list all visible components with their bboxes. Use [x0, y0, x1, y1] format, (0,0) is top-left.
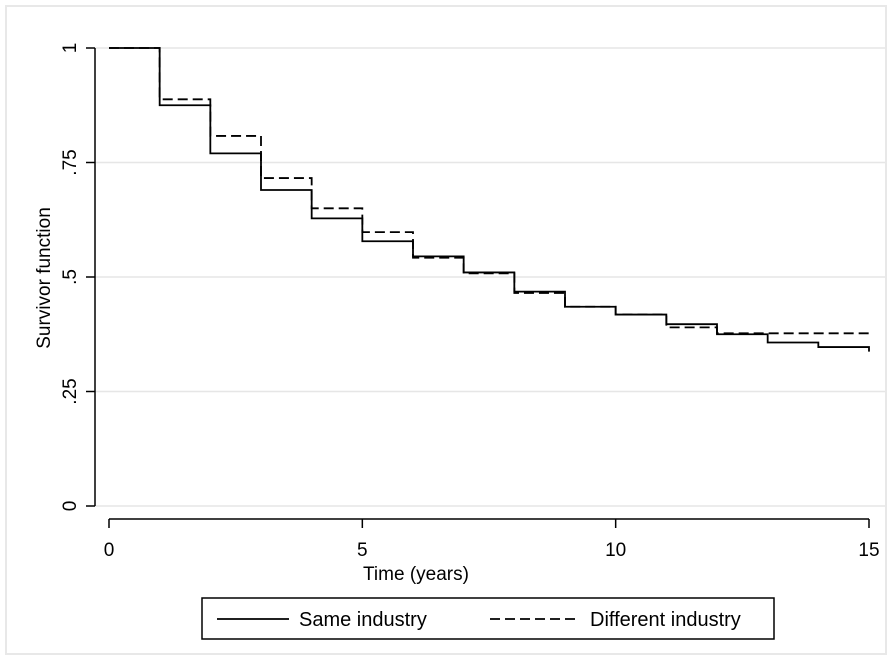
y-tick-label: 0	[60, 501, 81, 512]
legend-box	[201, 597, 775, 640]
y-tick-label: .5	[60, 269, 81, 285]
y-axis-title: Survivor function	[34, 207, 55, 349]
axes	[86, 47, 870, 528]
x-tick-label: 10	[605, 540, 626, 561]
grid-lines	[95, 47, 885, 507]
series-lines	[109, 47, 870, 352]
y-tick-label: .25	[60, 378, 81, 404]
series-line-different-industry	[109, 47, 869, 335]
legend: Same industry Different industry	[201, 597, 775, 640]
x-axis-title: Time (years)	[363, 564, 469, 585]
x-tick-label: 0	[104, 540, 115, 561]
y-tick-label: .75	[60, 149, 81, 175]
outer-frame	[5, 5, 887, 655]
legend-label: Same industry	[299, 609, 427, 631]
x-tick-label: 5	[357, 540, 368, 561]
x-tick-label: 15	[858, 540, 879, 561]
y-tick-label: 1	[60, 43, 81, 54]
legend-label: Different industry	[590, 609, 741, 631]
